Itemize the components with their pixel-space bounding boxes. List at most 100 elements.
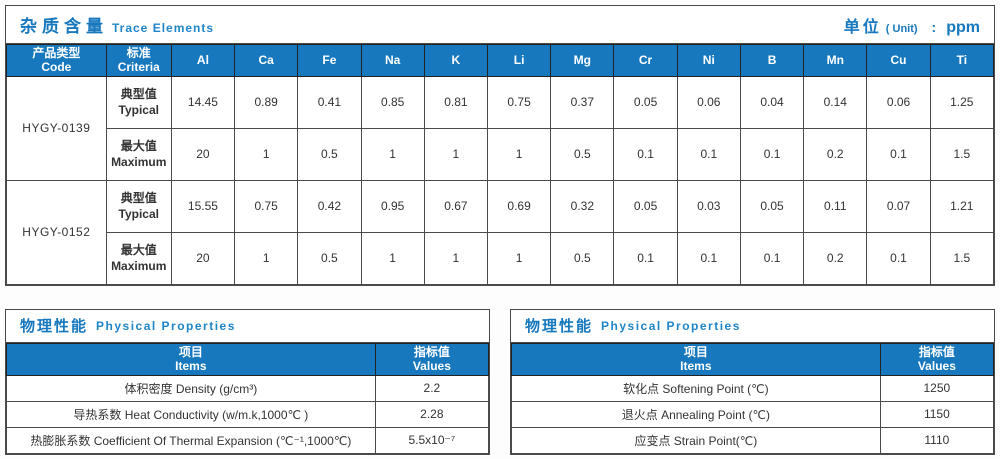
value-cell: 1 bbox=[360, 231, 425, 285]
value-cell: 0.05 bbox=[613, 75, 678, 129]
value-cell: 1 bbox=[423, 127, 488, 181]
value-cell: 0.1 bbox=[613, 231, 678, 285]
value-cell: 20 bbox=[170, 127, 236, 181]
criteria-label-en: Maximum bbox=[111, 155, 167, 170]
col-header-criteria-cn: 标准 bbox=[126, 46, 151, 60]
col-header-values: 指标值 Values bbox=[879, 342, 995, 376]
value-cell: 0.03 bbox=[676, 179, 741, 233]
item-cell: 导热系数 Heat Conductivity (w/m.k,1000℃ ) bbox=[6, 400, 376, 428]
value-cell: 0.42 bbox=[297, 179, 362, 233]
trace-title-bar: 杂质含量 Trace Elements 单位 ( Unit) : ppm bbox=[6, 6, 994, 44]
value-cell: 5.5x10⁻⁷ bbox=[374, 426, 490, 454]
col-header-items-en: Items bbox=[175, 359, 207, 374]
physical-properties-row: 物理性能 Physical Properties 项目 Items 指标值 Va… bbox=[5, 308, 995, 455]
criteria-label-cn: 典型值 bbox=[120, 87, 157, 102]
value-cell: 2.28 bbox=[374, 400, 490, 428]
physical-properties-section-left: 物理性能 Physical Properties 项目 Items 指标值 Va… bbox=[5, 308, 490, 455]
physical-title-cn: 物理性能 bbox=[525, 318, 594, 336]
col-header-items: 项目 Items bbox=[6, 342, 376, 376]
item-cell: 软化点 Softening Point (℃) bbox=[511, 374, 881, 402]
criteria-label-cn: 典型值 bbox=[120, 191, 157, 206]
trace-elements-table: 产品类型 Code 标准 Criteria Al Ca Fe Na K Li M… bbox=[6, 44, 995, 285]
criteria-label-cn: 最大值 bbox=[120, 243, 157, 258]
physical-header-row: 项目 Items 指标值 Values bbox=[511, 342, 995, 376]
table-row-0152-maximum: 最大值 Maximum 20 1 0.5 1 1 1 0.5 0.1 0.1 0… bbox=[7, 231, 995, 285]
value-cell: 0.04 bbox=[739, 75, 805, 129]
item-cell: 应变点 Strain Point(℃) bbox=[511, 426, 881, 454]
value-cell: 1.21 bbox=[929, 179, 995, 233]
col-header-values-en: Values bbox=[412, 359, 451, 374]
item-cell: 体积密度 Density (g/cm³) bbox=[6, 374, 376, 402]
col-header-element-ti: Ti bbox=[929, 44, 995, 77]
value-cell: 0.1 bbox=[676, 127, 741, 181]
physical-title-cn: 物理性能 bbox=[20, 318, 89, 336]
criteria-cell-typical: 典型值 Typical bbox=[105, 179, 172, 233]
value-cell: 0.75 bbox=[486, 75, 552, 129]
col-header-code-en: Code bbox=[41, 60, 72, 75]
value-cell: 0.2 bbox=[803, 231, 868, 285]
value-cell: 0.1 bbox=[866, 127, 931, 181]
col-header-element-cr: Cr bbox=[613, 44, 678, 77]
value-cell: 1 bbox=[423, 231, 488, 285]
col-header-element-ni: Ni bbox=[676, 44, 741, 77]
col-header-items-en: Items bbox=[680, 359, 712, 374]
col-header-element-mg: Mg bbox=[550, 44, 615, 77]
col-header-element-mn: Mn bbox=[803, 44, 868, 77]
col-header-values-en: Values bbox=[917, 359, 956, 374]
value-cell: 0.06 bbox=[676, 75, 741, 129]
item-cell: 退火点 Annealing Point (℃) bbox=[511, 400, 881, 428]
value-cell: 0.5 bbox=[297, 127, 362, 181]
col-header-criteria: 标准 Criteria bbox=[105, 44, 172, 77]
value-cell: 0.11 bbox=[803, 179, 868, 233]
value-cell: 14.45 bbox=[170, 75, 236, 129]
value-cell: 0.5 bbox=[550, 231, 615, 285]
value-cell: 0.69 bbox=[486, 179, 552, 233]
col-header-items: 项目 Items bbox=[511, 342, 881, 376]
trace-elements-section: 杂质含量 Trace Elements 单位 ( Unit) : ppm 产品类… bbox=[5, 5, 995, 286]
value-cell: 0.1 bbox=[866, 231, 931, 285]
value-cell: 0.67 bbox=[423, 179, 488, 233]
value-cell: 0.5 bbox=[297, 231, 362, 285]
unit-label-group: 单位 ( Unit) : ppm bbox=[844, 13, 980, 37]
trace-title: 杂质含量 Trace Elements bbox=[20, 12, 214, 37]
physical-properties-section-right: 物理性能 Physical Properties 项目 Items 指标值 Va… bbox=[510, 308, 995, 455]
value-cell: 1150 bbox=[879, 400, 995, 428]
value-cell: 0.41 bbox=[297, 75, 362, 129]
table-row-annealing-point: 退火点 Annealing Point (℃) 1150 bbox=[511, 400, 995, 428]
item-cell: 热膨胀系数 Coefficient Of Thermal Expansion (… bbox=[6, 426, 376, 454]
value-cell: 0.32 bbox=[550, 179, 615, 233]
value-cell: 1110 bbox=[879, 426, 995, 454]
col-header-code-cn: 产品类型 bbox=[32, 46, 81, 60]
value-cell: 0.1 bbox=[739, 127, 805, 181]
value-cell: 15.55 bbox=[170, 179, 236, 233]
col-header-values: 指标值 Values bbox=[374, 342, 490, 376]
table-row-heat-conductivity: 导热系数 Heat Conductivity (w/m.k,1000℃ ) 2.… bbox=[6, 400, 490, 428]
criteria-label-en: Typical bbox=[118, 103, 159, 118]
col-header-element-k: K bbox=[423, 44, 488, 77]
value-cell: 1.25 bbox=[929, 75, 995, 129]
col-header-element-li: Li bbox=[486, 44, 552, 77]
col-header-element-cu: Cu bbox=[866, 44, 931, 77]
physical-header-row: 项目 Items 指标值 Values bbox=[6, 342, 490, 376]
value-cell: 0.95 bbox=[360, 179, 425, 233]
value-cell: 0.85 bbox=[360, 75, 425, 129]
value-cell: 0.75 bbox=[234, 179, 299, 233]
col-header-values-cn: 指标值 bbox=[413, 344, 450, 359]
table-row-0139-typical: HYGY-0139 典型值 Typical 14.45 0.89 0.41 0.… bbox=[6, 75, 995, 181]
unit-label-cn: 单位 bbox=[843, 18, 882, 36]
value-cell: 1 bbox=[360, 127, 425, 181]
value-cell: 0.05 bbox=[739, 179, 805, 233]
value-cell: 1.5 bbox=[929, 127, 995, 181]
unit-value: ppm bbox=[946, 18, 980, 36]
criteria-label-en: Typical bbox=[118, 207, 159, 222]
col-header-criteria-en: Criteria bbox=[117, 60, 160, 75]
physical-properties-table-right: 项目 Items 指标值 Values 软化点 Softening Point … bbox=[511, 342, 995, 454]
value-cell: 20 bbox=[170, 231, 236, 285]
value-cell: 0.05 bbox=[613, 179, 678, 233]
table-row-softening-point: 软化点 Softening Point (℃) 1250 bbox=[511, 374, 995, 402]
product-code-cell: HYGY-0152 bbox=[6, 179, 107, 285]
criteria-cell-maximum: 最大值 Maximum bbox=[105, 231, 172, 285]
col-header-values-cn: 指标值 bbox=[918, 344, 955, 359]
value-cell: 2.2 bbox=[374, 374, 490, 402]
